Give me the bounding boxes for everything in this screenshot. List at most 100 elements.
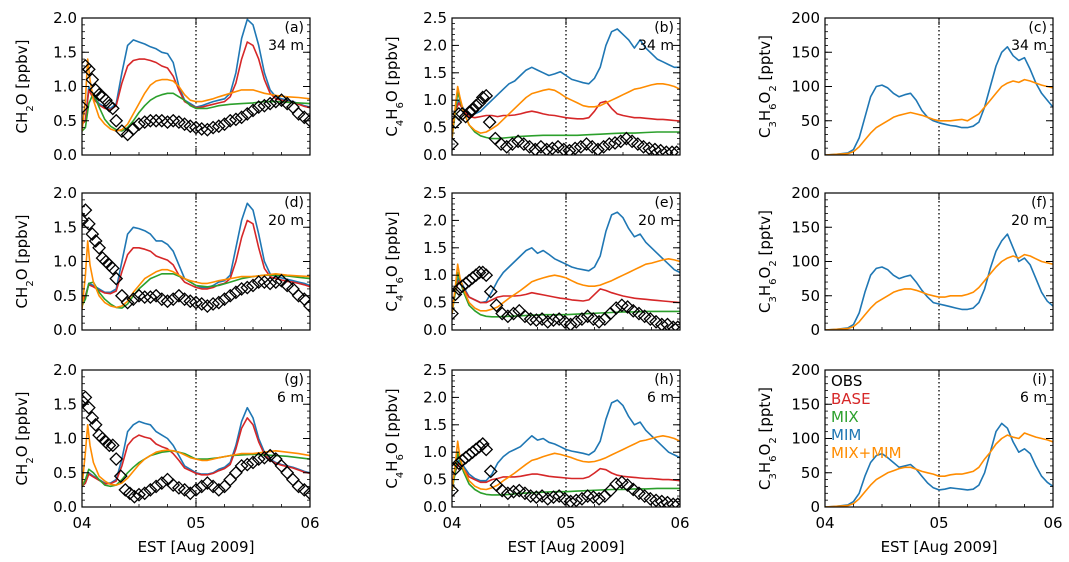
legend-entry: MIX+MIM <box>831 444 902 462</box>
obs-point <box>626 482 641 497</box>
series-base-line <box>452 100 680 128</box>
obs-point <box>228 112 243 127</box>
obs-point <box>479 268 494 283</box>
obs-point <box>240 106 255 121</box>
y-tick-label: 0.5 <box>53 464 77 482</box>
obs-point <box>630 137 645 151</box>
legend-entry: OBS <box>831 372 862 390</box>
y-tick-label: 2.0 <box>53 361 77 379</box>
obs-point <box>234 458 249 473</box>
obs-point <box>251 100 266 114</box>
obs-point <box>608 136 622 150</box>
x-tick-label: 05 <box>556 514 575 532</box>
series-mix-line <box>82 92 310 132</box>
y-tick-label: 1.0 <box>53 78 77 96</box>
obs-point <box>291 479 306 494</box>
obs-point <box>494 137 508 151</box>
obs-point <box>500 309 515 324</box>
y-tick-label: 2.5 <box>423 184 447 202</box>
obs-point <box>625 134 640 149</box>
obs-point <box>82 62 96 77</box>
obs-point <box>632 306 646 321</box>
y-tick-label: 0.5 <box>423 119 447 137</box>
y-tick-label: 1.5 <box>53 218 77 236</box>
obs-point <box>575 312 589 326</box>
obs-point <box>472 96 487 110</box>
obs-point <box>263 96 278 111</box>
series-base-line <box>452 279 680 309</box>
panel-f: 0 50 100 150 200 C3H6O2 [pptv] (f) 20 m <box>756 184 1054 339</box>
obs-point <box>99 93 113 108</box>
obs-point <box>562 143 577 155</box>
obs-point <box>189 120 203 135</box>
obs-point <box>105 438 120 453</box>
obs-point <box>479 442 494 457</box>
obs-point <box>666 497 680 507</box>
y-tick-label: 0 <box>810 321 820 339</box>
panel-e: 0.0 0.5 1.0 1.5 2.0 2.5 C4H6O [ppbv] (e) 20 m <box>383 184 681 339</box>
obs-point <box>206 120 221 135</box>
series-base-line <box>452 462 680 486</box>
obs-point <box>251 275 266 289</box>
series-obs-markers <box>452 437 680 507</box>
obs-point <box>143 482 158 497</box>
series-mix-mim-line <box>825 78 1053 155</box>
y-tick-label: 2.0 <box>53 9 77 27</box>
series-mix-line <box>452 271 680 318</box>
series-mix-mim-line <box>82 240 310 310</box>
obs-point <box>303 486 310 501</box>
obs-point <box>569 314 584 329</box>
obs-point <box>257 98 272 113</box>
panel-tag: (a) <box>284 20 304 36</box>
obs-point <box>506 306 521 321</box>
x-tick-label: 06 <box>300 514 319 532</box>
obs-point <box>189 482 203 497</box>
obs-point <box>85 411 100 425</box>
obs-point <box>452 483 459 498</box>
y-tick-label: 50 <box>801 112 820 130</box>
y-tick-label: 0.0 <box>423 498 447 516</box>
y-tick-label: 2.5 <box>423 361 447 379</box>
obs-point <box>171 288 186 303</box>
x-axis-label: EST [Aug 2009] <box>138 538 255 556</box>
obs-point <box>580 489 595 503</box>
y-axis-label: CH2O [ppbv] <box>13 392 36 486</box>
panel-tag: (d) <box>284 195 304 211</box>
obs-point <box>291 288 306 303</box>
panel-b: 0.0 0.5 1.0 1.5 2.0 2.5 C4H6O [ppbv] (b) 34 m <box>383 9 681 164</box>
obs-point <box>528 142 543 155</box>
obs-point <box>263 276 278 291</box>
obs-point <box>137 115 152 130</box>
obs-point <box>462 105 477 120</box>
height-label: 6 m <box>277 390 304 406</box>
obs-point <box>177 117 192 132</box>
obs-point <box>223 472 238 487</box>
y-axis-label: C4H6O [ppbv] <box>383 211 406 311</box>
obs-point <box>268 94 283 109</box>
obs-point <box>522 139 537 154</box>
y-tick-label: 1.5 <box>53 43 77 61</box>
obs-point <box>573 139 588 154</box>
obs-point <box>88 234 103 248</box>
height-label: 34 m <box>268 38 304 54</box>
obs-point <box>92 87 107 102</box>
obs-point <box>177 482 192 497</box>
series-obs-markers <box>82 390 310 504</box>
series-base-line <box>82 219 310 303</box>
obs-point <box>228 285 243 300</box>
obs-point <box>211 295 226 310</box>
obs-point <box>114 124 129 138</box>
obs-point <box>637 489 652 503</box>
series-group <box>825 45 1053 155</box>
obs-point <box>166 292 181 307</box>
x-tick-label: 06 <box>1043 514 1062 532</box>
obs-point <box>452 137 459 151</box>
series-mix-mim-line <box>82 58 310 132</box>
panel-g: 0.0 0.5 1.0 1.5 2.0 04 05 06 EST [Aug 2009] CH2O … <box>13 361 320 556</box>
y-tick-label: 0.0 <box>423 321 447 339</box>
obs-point <box>206 297 221 311</box>
obs-point <box>109 271 124 286</box>
obs-point <box>575 491 589 506</box>
obs-point <box>557 314 572 329</box>
obs-point <box>109 452 124 466</box>
